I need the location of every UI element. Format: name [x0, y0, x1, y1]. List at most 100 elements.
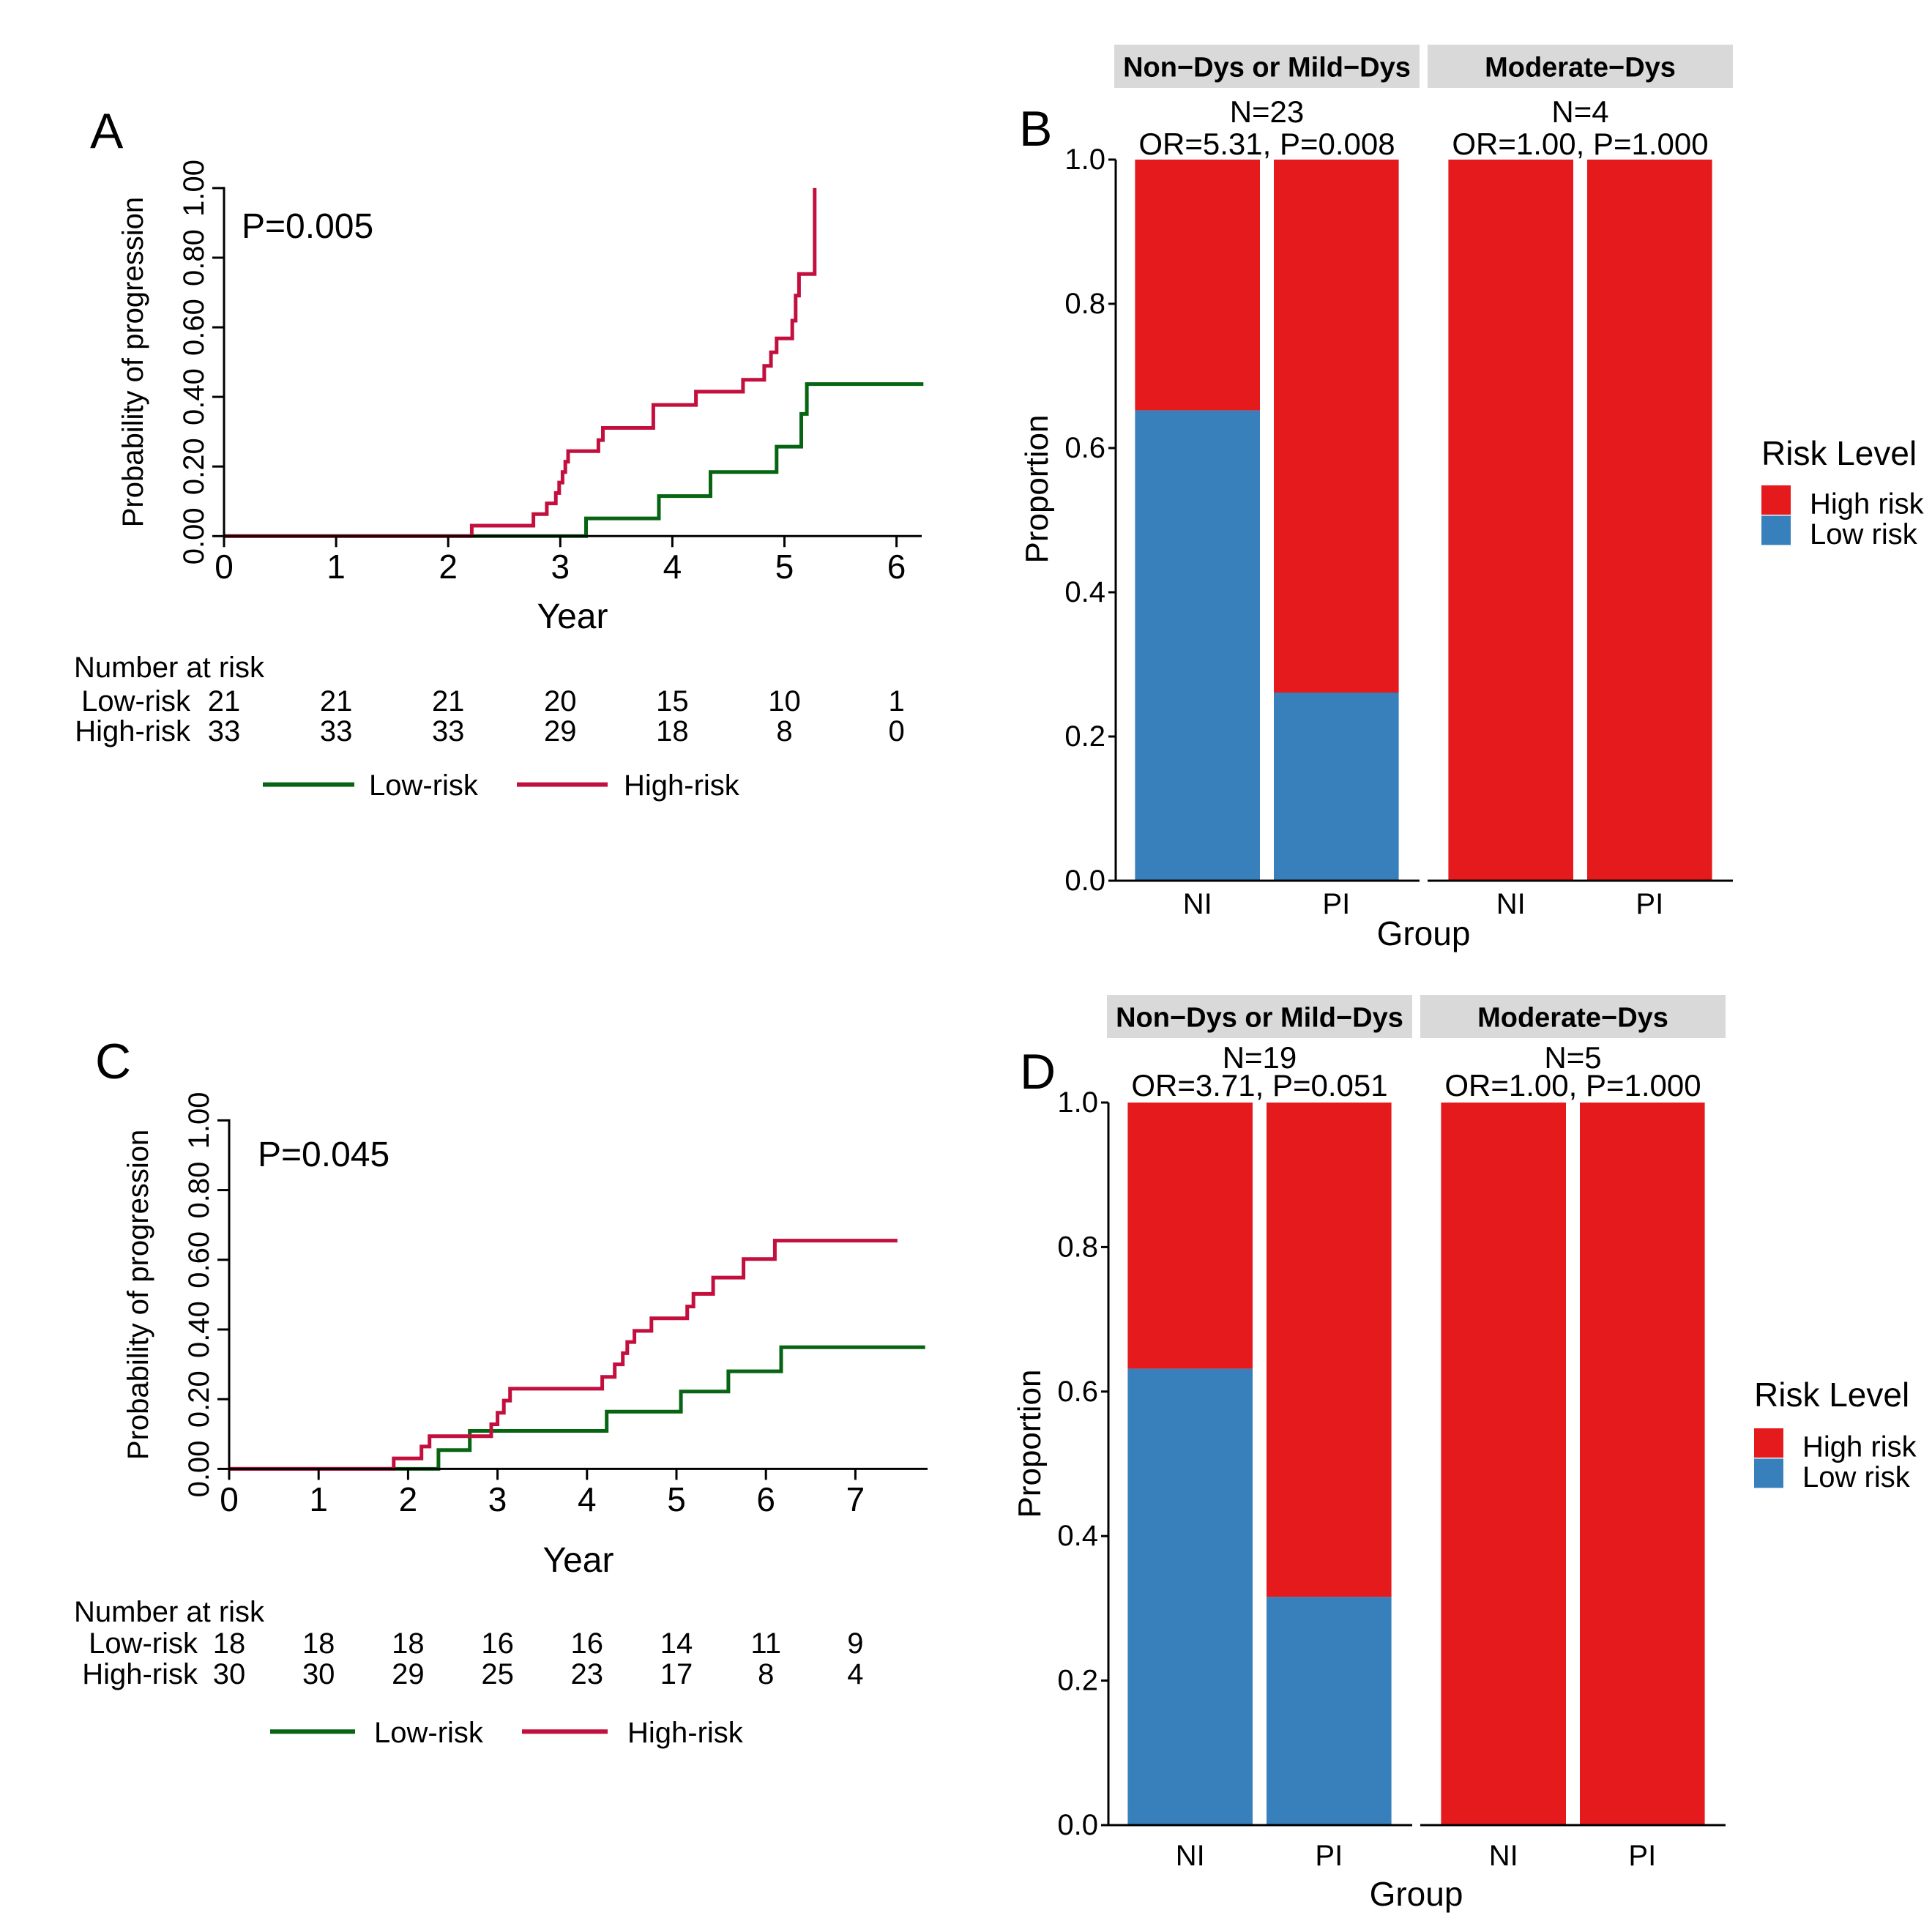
svg-text:PI: PI [1315, 1840, 1343, 1872]
svg-text:NI: NI [1489, 1840, 1518, 1872]
svg-text:NI: NI [1496, 888, 1526, 920]
svg-text:16: 16 [481, 1627, 514, 1660]
svg-text:0.0: 0.0 [1057, 1809, 1098, 1841]
svg-text:25: 25 [481, 1658, 514, 1690]
svg-text:High-risk: High-risk [624, 769, 740, 802]
svg-text:6: 6 [887, 548, 906, 586]
svg-text:Low-risk: Low-risk [374, 1717, 484, 1749]
svg-text:18: 18 [656, 715, 689, 747]
svg-text:0.40: 0.40 [183, 1301, 215, 1358]
svg-text:30: 30 [213, 1658, 246, 1690]
svg-text:21: 21 [432, 685, 465, 717]
svg-text:9: 9 [847, 1627, 863, 1660]
svg-text:0.80: 0.80 [178, 229, 210, 286]
svg-text:1.0: 1.0 [1057, 1086, 1098, 1119]
svg-text:11: 11 [750, 1627, 781, 1660]
svg-text:C: C [95, 1034, 131, 1089]
svg-text:33: 33 [208, 715, 241, 747]
svg-text:7: 7 [846, 1480, 865, 1518]
svg-text:0.8: 0.8 [1064, 288, 1105, 320]
svg-text:0.40: 0.40 [178, 368, 210, 425]
svg-text:21: 21 [320, 685, 353, 717]
svg-text:29: 29 [544, 715, 577, 747]
svg-text:16: 16 [571, 1627, 604, 1660]
svg-text:0.4: 0.4 [1057, 1520, 1098, 1552]
svg-text:0: 0 [220, 1480, 239, 1518]
svg-text:23: 23 [571, 1658, 604, 1690]
svg-text:N=23: N=23 [1230, 94, 1305, 129]
svg-text:1: 1 [327, 548, 346, 586]
svg-text:High-risk: High-risk [627, 1717, 744, 1749]
svg-text:Probability of progression: Probability of progression [122, 1130, 154, 1460]
svg-text:8: 8 [776, 715, 792, 747]
svg-text:15: 15 [656, 685, 689, 717]
svg-text:High risk: High risk [1810, 488, 1925, 521]
svg-text:0.4: 0.4 [1064, 576, 1105, 608]
svg-text:Year: Year [537, 597, 608, 636]
svg-text:0.60: 0.60 [178, 299, 210, 356]
svg-text:0.6: 0.6 [1064, 432, 1105, 464]
svg-text:29: 29 [392, 1658, 425, 1690]
svg-text:2: 2 [399, 1480, 418, 1518]
svg-text:A: A [90, 103, 124, 159]
svg-text:0.00: 0.00 [183, 1440, 215, 1497]
svg-text:0.2: 0.2 [1064, 720, 1105, 753]
svg-text:Moderate−Dys: Moderate−Dys [1477, 1003, 1668, 1034]
svg-text:NI: NI [1176, 1840, 1205, 1872]
svg-text:33: 33 [320, 715, 353, 747]
svg-text:Group: Group [1370, 1875, 1463, 1913]
svg-text:5: 5 [667, 1480, 686, 1518]
svg-text:Year: Year [543, 1541, 614, 1580]
svg-text:0.60: 0.60 [183, 1231, 215, 1288]
svg-text:PI: PI [1322, 888, 1350, 920]
svg-text:30: 30 [302, 1658, 335, 1690]
svg-text:0.20: 0.20 [183, 1370, 215, 1428]
svg-text:21: 21 [208, 685, 241, 717]
svg-text:Low-risk: Low-risk [81, 685, 191, 717]
svg-text:0.8: 0.8 [1057, 1231, 1098, 1263]
svg-text:High-risk: High-risk [82, 1658, 198, 1690]
svg-text:0.00: 0.00 [178, 507, 210, 564]
svg-text:33: 33 [432, 715, 465, 747]
svg-text:OR=3.71, P=0.051: OR=3.71, P=0.051 [1131, 1068, 1387, 1103]
svg-text:N=5: N=5 [1544, 1040, 1601, 1075]
svg-text:Risk Level: Risk Level [1761, 434, 1917, 472]
svg-text:Moderate−Dys: Moderate−Dys [1485, 53, 1676, 83]
svg-text:0.80: 0.80 [183, 1162, 215, 1219]
svg-text:N=19: N=19 [1223, 1040, 1297, 1075]
svg-text:Probability of progression: Probability of progression [117, 197, 149, 527]
svg-text:P=0.045: P=0.045 [258, 1135, 389, 1174]
svg-text:Number at risk: Number at risk [74, 1596, 265, 1628]
svg-text:3: 3 [488, 1480, 507, 1518]
svg-text:1: 1 [888, 685, 904, 717]
svg-text:Non−Dys or Mild−Dys: Non−Dys or Mild−Dys [1123, 53, 1411, 83]
svg-text:Low-risk: Low-risk [89, 1627, 198, 1660]
svg-text:14: 14 [660, 1627, 693, 1660]
svg-text:4: 4 [663, 548, 682, 586]
svg-text:0.20: 0.20 [178, 438, 210, 495]
svg-text:1: 1 [309, 1480, 328, 1518]
svg-text:18: 18 [392, 1627, 425, 1660]
svg-text:Low-risk: Low-risk [369, 769, 479, 802]
svg-text:1.00: 1.00 [183, 1092, 215, 1149]
svg-text:3: 3 [551, 548, 570, 586]
svg-text:8: 8 [758, 1658, 774, 1690]
svg-text:Low risk: Low risk [1802, 1461, 1911, 1493]
svg-text:0.2: 0.2 [1057, 1665, 1098, 1697]
svg-text:5: 5 [775, 548, 794, 586]
svg-text:D: D [1020, 1044, 1056, 1100]
svg-text:PI: PI [1636, 888, 1663, 920]
svg-text:N=4: N=4 [1551, 94, 1608, 129]
svg-text:B: B [1019, 101, 1052, 157]
svg-text:P=0.005: P=0.005 [242, 207, 373, 246]
svg-text:0.0: 0.0 [1064, 865, 1105, 897]
svg-text:2: 2 [439, 548, 458, 586]
svg-text:Low risk: Low risk [1810, 518, 1918, 551]
svg-text:High-risk: High-risk [75, 715, 191, 747]
svg-text:10: 10 [768, 685, 801, 717]
svg-text:18: 18 [213, 1627, 246, 1660]
svg-text:Group: Group [1377, 914, 1471, 952]
svg-text:High risk: High risk [1802, 1431, 1917, 1463]
svg-text:PI: PI [1628, 1840, 1656, 1872]
svg-text:0: 0 [888, 715, 904, 747]
